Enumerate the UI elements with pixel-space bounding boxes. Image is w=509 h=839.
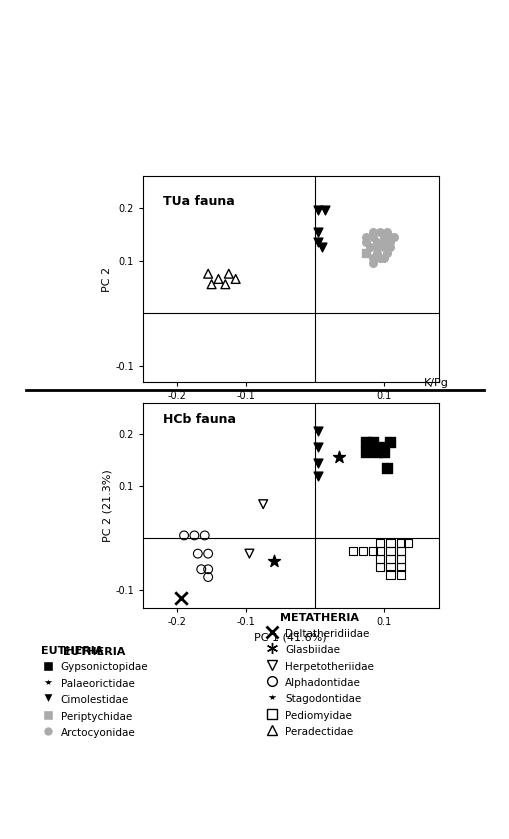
Point bbox=[358, 545, 366, 558]
Point bbox=[386, 236, 394, 249]
Legend: Deltatheridiidae, Glasbiidae, Herpetotheriidae, Alphadontidae, Stagodontidae, Pe: Deltatheridiidae, Glasbiidae, Herpetothe… bbox=[260, 609, 378, 743]
Text: K/Pg: K/Pg bbox=[423, 378, 448, 388]
Y-axis label: PC 2: PC 2 bbox=[102, 267, 112, 291]
Point bbox=[317, 241, 325, 254]
Point bbox=[314, 469, 322, 482]
Point bbox=[269, 555, 277, 568]
Point bbox=[375, 536, 383, 550]
Point bbox=[386, 568, 394, 581]
Point bbox=[180, 529, 188, 542]
Point bbox=[386, 545, 394, 558]
Point bbox=[372, 446, 380, 459]
Point bbox=[369, 257, 377, 270]
Point bbox=[355, 550, 363, 563]
Point bbox=[314, 225, 322, 238]
Point bbox=[348, 545, 356, 558]
Point bbox=[386, 435, 394, 449]
Point bbox=[396, 568, 404, 581]
Point bbox=[204, 267, 212, 280]
Point bbox=[379, 251, 387, 264]
Point bbox=[369, 225, 377, 238]
Point bbox=[200, 529, 208, 542]
Point bbox=[361, 246, 370, 259]
Point bbox=[221, 278, 229, 291]
Point bbox=[382, 461, 390, 475]
Point bbox=[382, 225, 390, 238]
Point bbox=[190, 529, 198, 542]
Point bbox=[204, 547, 212, 560]
Point bbox=[214, 272, 222, 285]
Text: EUTHERIA: EUTHERIA bbox=[41, 646, 103, 656]
Point bbox=[231, 272, 239, 285]
Point bbox=[327, 545, 335, 558]
Point bbox=[386, 230, 394, 243]
Point bbox=[396, 552, 404, 565]
Point bbox=[369, 230, 377, 243]
Y-axis label: PC 2 (21.3%): PC 2 (21.3%) bbox=[102, 469, 112, 542]
Point bbox=[207, 278, 215, 291]
Point bbox=[193, 547, 202, 560]
Point bbox=[375, 251, 383, 264]
Point bbox=[204, 571, 212, 584]
Point bbox=[375, 545, 383, 558]
Point bbox=[334, 536, 342, 550]
Text: HCb fauna: HCb fauna bbox=[163, 413, 236, 426]
Point bbox=[259, 498, 267, 511]
Point bbox=[372, 241, 380, 254]
Point bbox=[320, 204, 328, 217]
Point bbox=[396, 560, 404, 573]
Point bbox=[327, 555, 335, 568]
Point bbox=[314, 425, 322, 438]
Point bbox=[361, 446, 370, 459]
Point bbox=[345, 555, 353, 568]
Point bbox=[341, 539, 349, 553]
Point bbox=[386, 560, 394, 573]
Point bbox=[372, 246, 380, 259]
Point bbox=[382, 246, 390, 259]
Point bbox=[386, 241, 394, 254]
Point bbox=[396, 536, 404, 550]
Point bbox=[396, 545, 404, 558]
Text: TUa fauna: TUa fauna bbox=[163, 195, 235, 207]
Point bbox=[379, 230, 387, 243]
Point bbox=[369, 435, 377, 449]
Point bbox=[197, 562, 205, 576]
Point bbox=[379, 236, 387, 249]
Point bbox=[369, 251, 377, 264]
Point bbox=[375, 440, 383, 454]
Point bbox=[369, 545, 377, 558]
Point bbox=[379, 241, 387, 254]
Point bbox=[348, 545, 356, 558]
Legend: Gypsonictopidae, Palaeorictidae, Cimolestidae, Periptychidae, Arctocyonidae: Gypsonictopidae, Palaeorictidae, Cimoles… bbox=[36, 643, 152, 743]
Point bbox=[361, 230, 370, 243]
X-axis label: PC 1: PC 1 bbox=[277, 406, 303, 416]
Point bbox=[386, 552, 394, 565]
Point bbox=[245, 547, 253, 560]
X-axis label: PC 1 (41.6%): PC 1 (41.6%) bbox=[254, 633, 326, 643]
Point bbox=[361, 246, 370, 259]
Point bbox=[375, 552, 383, 565]
Point bbox=[334, 451, 342, 464]
Point bbox=[314, 440, 322, 454]
Point bbox=[334, 555, 342, 568]
Point bbox=[389, 230, 397, 243]
Point bbox=[314, 236, 322, 249]
Point bbox=[314, 204, 322, 217]
Point bbox=[224, 267, 233, 280]
Point bbox=[403, 536, 411, 550]
Point bbox=[386, 536, 394, 550]
Point bbox=[375, 560, 383, 573]
Point bbox=[361, 435, 370, 449]
Point bbox=[176, 591, 184, 605]
Point bbox=[361, 236, 370, 249]
Point bbox=[204, 562, 212, 576]
Point bbox=[314, 456, 322, 469]
Point bbox=[372, 236, 380, 249]
Point bbox=[365, 241, 373, 254]
Point bbox=[379, 446, 387, 459]
Point bbox=[375, 225, 383, 238]
